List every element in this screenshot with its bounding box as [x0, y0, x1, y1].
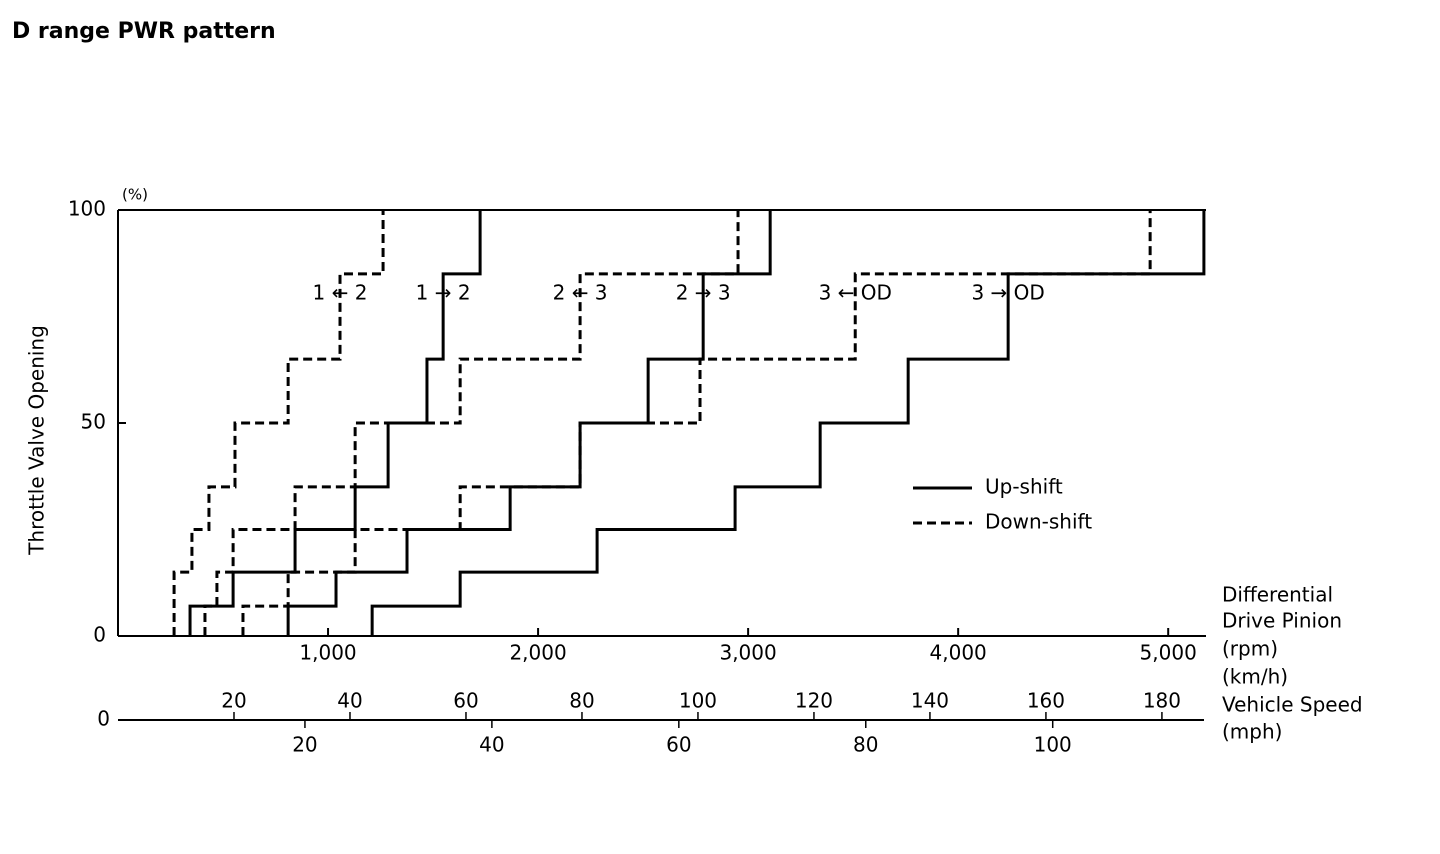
y-tick-label: 100 [68, 197, 106, 221]
shift-label: 1 ← 2 [313, 281, 368, 305]
legend-label: Down-shift [985, 510, 1092, 534]
x-tick-label: 3,000 [719, 641, 776, 665]
x-tick-label: 5,000 [1140, 641, 1197, 665]
speed-unit: (km/h) [1222, 665, 1288, 689]
legend-label: Up-shift [985, 475, 1063, 499]
x-axis-label: Drive Pinion [1222, 609, 1342, 633]
chart-title: D range PWR pattern [12, 19, 276, 44]
x-tick-label: 2,000 [509, 641, 566, 665]
y-tick-label: 0 [93, 623, 106, 647]
x-axis-label: (rpm) [1222, 637, 1278, 661]
up-shift-line [188, 210, 482, 636]
speed-tick-label: 120 [795, 689, 833, 713]
shift-label: 3 → OD [971, 281, 1044, 305]
x-axis-label: Differential [1222, 583, 1333, 607]
speed-tick-label: 140 [911, 689, 949, 713]
speed-tick-label: 60 [453, 689, 478, 713]
down-shift-line [241, 210, 1152, 636]
x-tick-label: 4,000 [930, 641, 987, 665]
x-tick-label: 1,000 [299, 641, 356, 665]
y-axis-label: Throttle Valve Opening [25, 325, 49, 556]
speed-tick-label: 80 [569, 689, 594, 713]
y-unit: (%) [122, 186, 148, 204]
speed-tick-label: 100 [679, 689, 717, 713]
shift-label: 1 → 2 [416, 281, 471, 305]
speed-tick-label: 180 [1143, 689, 1181, 713]
up-shift-line [370, 210, 1206, 636]
shift-label: 2 ← 3 [553, 281, 608, 305]
down-shift-line [172, 210, 385, 636]
speed-tick-label: 160 [1027, 689, 1065, 713]
down-shift-line [203, 210, 740, 636]
speed-tick-label: 20 [292, 733, 317, 757]
speed-tick-label: 40 [337, 689, 362, 713]
speed-tick-label: 20 [221, 689, 246, 713]
speed-axis-label: Vehicle Speed [1222, 693, 1363, 717]
speed-origin-label: 0 [97, 707, 110, 731]
speed-tick-label: 40 [479, 733, 504, 757]
shift-label: 3 ← OD [819, 281, 892, 305]
speed-tick-label: 60 [666, 733, 691, 757]
speed-tick-label: 80 [853, 733, 878, 757]
speed-unit: (mph) [1222, 720, 1282, 744]
shift-label: 2 → 3 [676, 281, 731, 305]
y-tick-label: 50 [81, 410, 106, 434]
speed-tick-label: 100 [1034, 733, 1072, 757]
